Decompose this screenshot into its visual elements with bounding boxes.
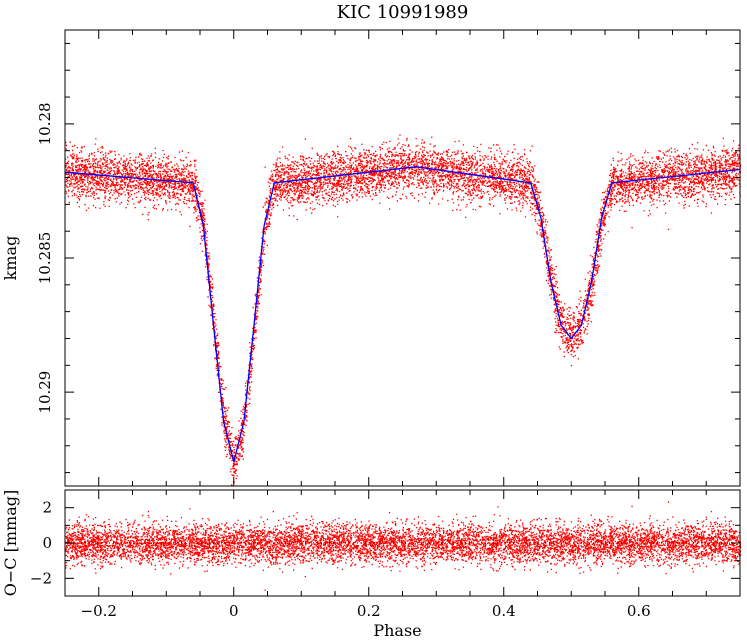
top-y-tick-label: 10.285 (36, 232, 54, 285)
model-curve (64, 166, 741, 463)
axis-labels: KIC 10991989 10.28 10.285 10.29 kmag −2 0 2 O−C … (1, 2, 651, 640)
bottom-y-tick-label: 2 (42, 499, 52, 517)
x-tick-label: 0.6 (627, 602, 651, 620)
chart-title: KIC 10991989 (337, 2, 469, 23)
axis-ticks (64, 30, 741, 597)
top-scatter-points (65, 134, 742, 486)
bottom-y-tick-label: 0 (42, 534, 52, 552)
x-tick-label: 0.2 (357, 602, 381, 620)
bottom-y-axis-label: O−C [mmag] (1, 490, 20, 596)
top-y-axis-label: kmag (1, 236, 20, 281)
top-y-tick-label: 10.29 (36, 371, 54, 414)
x-tick-label: 0.4 (492, 602, 516, 620)
x-tick-label: −0.2 (81, 602, 117, 620)
model-and-reference-lines (64, 166, 741, 544)
bottom-y-tick-label: −2 (30, 569, 52, 587)
top-panel-data-points (65, 134, 742, 486)
residual-scatter-points (65, 501, 742, 591)
panel-frames (64, 29, 741, 597)
top-panel-frame (64, 29, 741, 487)
bottom-panel-data-points (65, 501, 742, 591)
top-y-tick-label: 10.28 (36, 102, 54, 145)
x-axis-label: Phase (373, 621, 421, 640)
x-tick-label: 0 (229, 602, 239, 620)
